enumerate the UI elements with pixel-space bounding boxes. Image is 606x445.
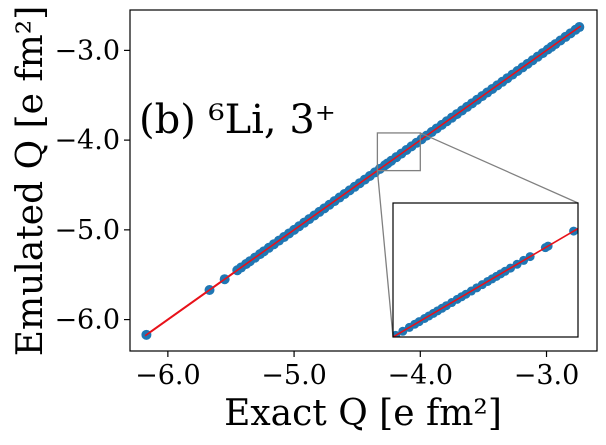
zoom-connector-line (376, 170, 394, 338)
panel-label: (b) ⁶Li, 3⁺ (139, 97, 336, 143)
x-tick-label: −5.0 (261, 360, 327, 391)
inset-frame (392, 202, 579, 338)
main-plot-area (141, 22, 585, 340)
scatter-points-layer (141, 22, 585, 340)
x-tick-label: −4.0 (388, 360, 454, 391)
zoom-connector-line (420, 132, 579, 204)
y-tick-label: −3.0 (54, 35, 120, 66)
y-tick-label: −6.0 (54, 305, 120, 336)
inset-identity-line (393, 227, 578, 337)
axis-ticks: −6.0 −5.0 −4.0 −3.0 −6.0 −5.0 −4.0 −3.0 (54, 35, 579, 391)
y-axis-title: Emulated Q [e fm²] (10, 6, 51, 357)
x-tick-label: −6.0 (135, 360, 201, 391)
zoom-region-box (376, 132, 421, 172)
y-tick-label: −4.0 (54, 125, 120, 156)
x-axis-title: Exact Q [e fm²] (224, 393, 502, 434)
inset-zoom (392, 202, 579, 338)
plot-frame (129, 9, 598, 352)
x-tick-label: −3.0 (514, 360, 580, 391)
inset-connector-lines (376, 132, 579, 338)
inset-scatter-points-layer (393, 226, 578, 337)
y-tick-label: −5.0 (54, 215, 120, 246)
identity-line-overlay (144, 25, 582, 337)
